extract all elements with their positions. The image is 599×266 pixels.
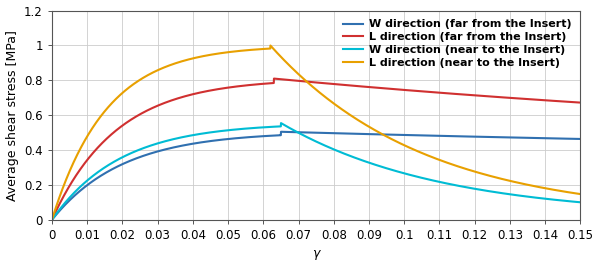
W direction (near to the Insert)	[108, 161, 116, 164]
L direction (far from the Insert)	[251, 83, 258, 86]
W direction (near to the Insert)	[140, 147, 147, 150]
W direction (far from the Insert)	[251, 135, 258, 138]
Legend: W direction (far from the Insert), L direction (far from the Insert), W directio: W direction (far from the Insert), L dir…	[340, 16, 575, 71]
W direction (near to the Insert)	[577, 201, 584, 204]
W direction (near to the Insert)	[251, 126, 258, 130]
L direction (near to the Insert)	[49, 218, 56, 222]
L direction (far from the Insert)	[49, 218, 56, 222]
Line: L direction (far from the Insert): L direction (far from the Insert)	[52, 78, 580, 220]
W direction (near to the Insert)	[567, 200, 574, 203]
Line: W direction (far from the Insert): W direction (far from the Insert)	[52, 132, 580, 220]
L direction (far from the Insert)	[510, 97, 517, 100]
L direction (near to the Insert)	[251, 48, 258, 51]
Y-axis label: Average shear stress [MPa]: Average shear stress [MPa]	[5, 30, 19, 201]
L direction (near to the Insert)	[577, 193, 584, 196]
X-axis label: γ: γ	[313, 247, 320, 260]
L direction (far from the Insert)	[274, 77, 282, 81]
W direction (far from the Insert)	[274, 134, 281, 137]
L direction (far from the Insert)	[567, 100, 574, 103]
W direction (far from the Insert)	[108, 168, 116, 171]
L direction (near to the Insert)	[267, 44, 274, 47]
W direction (far from the Insert)	[49, 218, 56, 222]
L direction (far from the Insert)	[270, 77, 277, 80]
L direction (near to the Insert)	[140, 76, 147, 79]
L direction (far from the Insert)	[577, 101, 584, 104]
W direction (far from the Insert)	[577, 137, 584, 140]
W direction (near to the Insert)	[277, 122, 285, 125]
L direction (far from the Insert)	[108, 132, 116, 135]
L direction (far from the Insert)	[140, 111, 147, 114]
W direction (far from the Insert)	[140, 154, 147, 157]
L direction (near to the Insert)	[108, 101, 116, 105]
W direction (far from the Insert)	[510, 136, 517, 139]
L direction (near to the Insert)	[510, 180, 517, 183]
W direction (far from the Insert)	[277, 130, 285, 133]
W direction (far from the Insert)	[567, 137, 574, 140]
L direction (near to the Insert)	[274, 52, 282, 55]
W direction (near to the Insert)	[49, 218, 56, 222]
W direction (near to the Insert)	[510, 193, 517, 196]
L direction (near to the Insert)	[567, 191, 574, 194]
W direction (near to the Insert)	[274, 125, 281, 128]
Line: W direction (near to the Insert): W direction (near to the Insert)	[52, 123, 580, 220]
Line: L direction (near to the Insert): L direction (near to the Insert)	[52, 45, 580, 220]
